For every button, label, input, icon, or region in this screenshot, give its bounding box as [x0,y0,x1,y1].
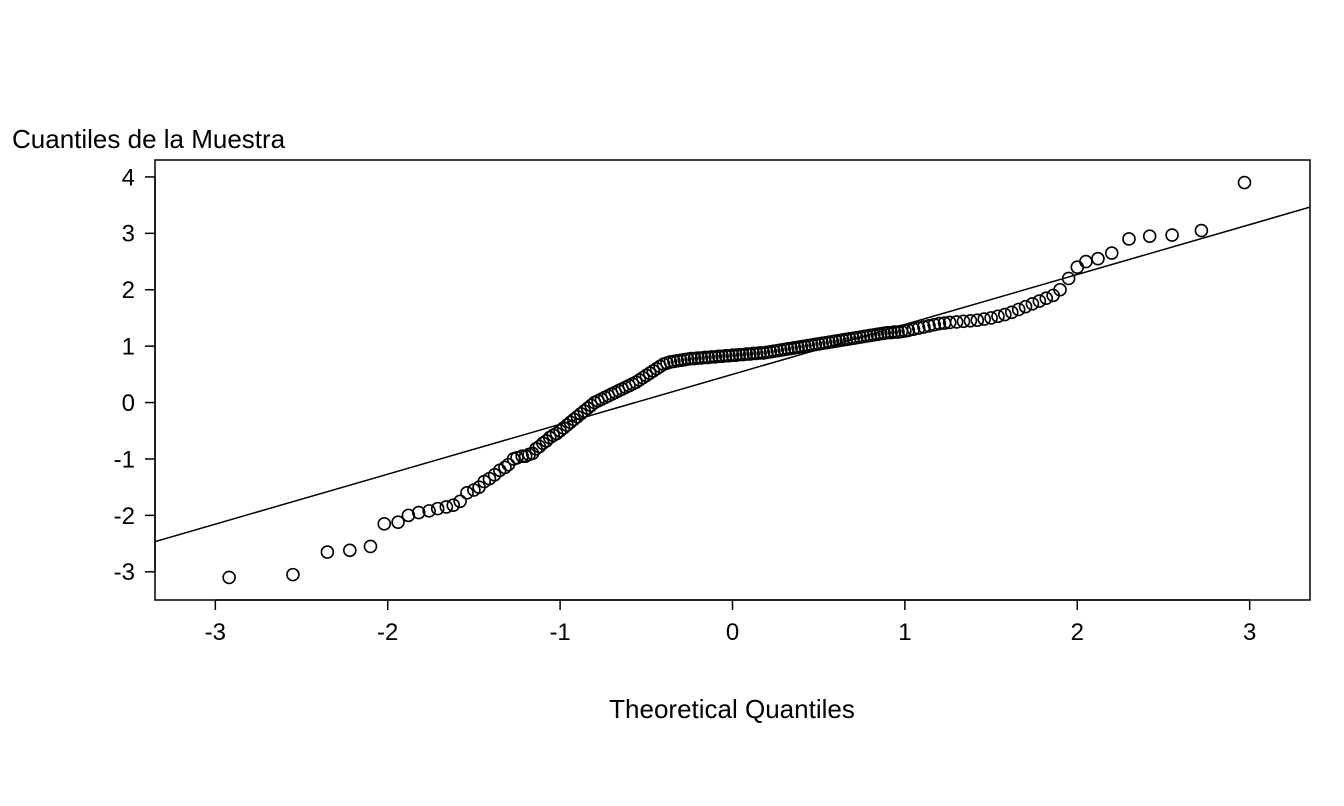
y-tick-label: 1 [122,334,135,361]
chart-background [0,0,1344,806]
x-tick-label: 0 [726,619,739,646]
x-axis-title: Theoretical Quantiles [609,694,855,724]
y-tick-label: -1 [114,446,135,473]
x-tick-label: -1 [549,619,570,646]
y-tick-label: 2 [122,277,135,304]
y-tick-label: -3 [114,559,135,586]
x-tick-label: 3 [1243,619,1256,646]
y-axis-title: Cuantiles de la Muestra [12,124,286,154]
x-tick-label: -3 [205,619,226,646]
chart-svg: -3 -2 -1 0 1 2 3 -3 -2 -1 0 1 2 3 4 Cuantiles de la Mue… [0,0,1344,806]
y-tick-label: 3 [122,221,135,248]
y-tick-label: -2 [114,503,135,530]
y-tick-label: 4 [122,164,135,191]
x-tick-label: 1 [898,619,911,646]
x-tick-label: -2 [377,619,398,646]
qq-plot: -3 -2 -1 0 1 2 3 -3 -2 -1 0 1 2 3 4 Cuantiles de la Mue… [0,0,1344,806]
y-tick-label: 0 [122,390,135,417]
x-tick-label: 2 [1071,619,1084,646]
